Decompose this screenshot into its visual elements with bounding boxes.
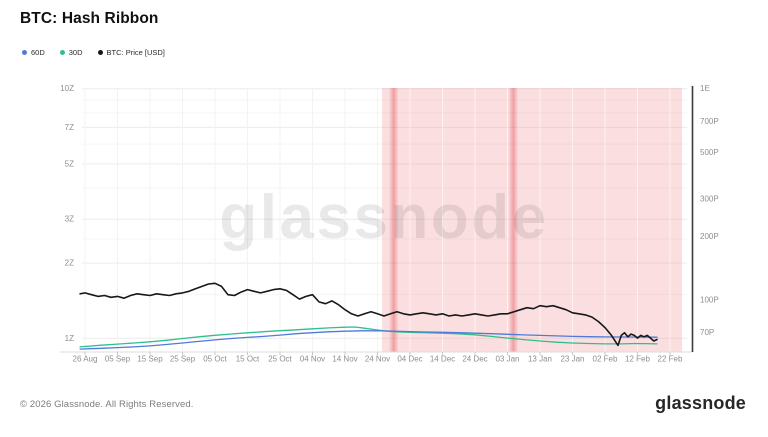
x-tick-label: 24 Dec	[462, 355, 487, 364]
x-tick-label: 02 Feb	[593, 355, 618, 364]
glassnode-wordmark[interactable]: glassnode	[655, 393, 746, 413]
x-tick-label: 25 Sep	[170, 355, 196, 364]
x-tick-label: 05 Oct	[203, 355, 227, 364]
y-tick-label-right: 700P	[700, 117, 719, 126]
y-tick-label-right: 300P	[700, 195, 719, 204]
btc-price-line	[79, 282, 658, 347]
y-tick-label-left: 3Z	[65, 215, 74, 224]
x-tick-label: 03 Jan	[495, 355, 519, 364]
x-tick-label: 05 Sep	[105, 355, 131, 364]
x-tick-label: 15 Sep	[137, 355, 163, 364]
legend-dot-price-icon	[97, 50, 103, 55]
y-tick-label-right: 200P	[700, 232, 719, 241]
x-tick-label: 13 Jan	[528, 355, 552, 364]
x-tick-label: 22 Feb	[658, 355, 683, 364]
legend: 60D 30D BTC: Price [USD]	[22, 48, 165, 57]
capitulation-band	[508, 88, 519, 352]
y-tick-label-left: 7Z	[65, 123, 74, 132]
glassnode-watermark: glassnode	[219, 183, 548, 252]
y-tick-label-left: 5Z	[65, 159, 74, 168]
y-tick-label-right: 1E	[700, 84, 710, 93]
legend-label-30d: 30D	[68, 48, 83, 57]
x-tick-label: 14 Nov	[332, 355, 357, 364]
legend-item-60d[interactable]: 60D	[22, 48, 45, 57]
copyright-text: © 2026 Glassnode. All Rights Reserved.	[20, 399, 194, 410]
ribbon-30d-line	[79, 326, 658, 348]
x-tick-label: 26 Aug	[73, 355, 98, 364]
page-title: BTC: Hash Ribbon	[20, 10, 159, 27]
y-tick-label-right: 100P	[700, 296, 719, 305]
x-tick-label: 24 Nov	[365, 355, 390, 364]
y-tick-label-right: 70P	[700, 328, 714, 337]
x-tick-label: 04 Dec	[397, 355, 422, 364]
x-tick-label: 25 Oct	[268, 355, 292, 364]
legend-dot-30d-icon	[59, 50, 65, 55]
legend-label-btc-price: BTC: Price [USD]	[106, 48, 165, 57]
ribbon-60d-line	[79, 330, 658, 350]
x-tick-label: 12 Feb	[625, 355, 650, 364]
y-tick-label-left: 1Z	[65, 334, 74, 343]
x-tick-label: 23 Jan	[560, 355, 584, 364]
y-tick-label-right: 500P	[700, 148, 719, 157]
x-tick-label: 04 Nov	[300, 355, 325, 364]
capitulation-band	[388, 88, 399, 352]
y-tick-label-left: 10Z	[60, 84, 74, 93]
legend-label-60d: 60D	[31, 48, 45, 57]
y-tick-label-left: 2Z	[65, 259, 74, 268]
legend-item-30d[interactable]: 30D	[59, 48, 83, 57]
x-tick-label: 14 Dec	[430, 355, 455, 364]
x-tick-label: 15 Oct	[236, 355, 260, 364]
legend-dot-60d-icon	[22, 50, 27, 55]
legend-item-btc-price[interactable]: BTC: Price [USD]	[97, 48, 165, 57]
